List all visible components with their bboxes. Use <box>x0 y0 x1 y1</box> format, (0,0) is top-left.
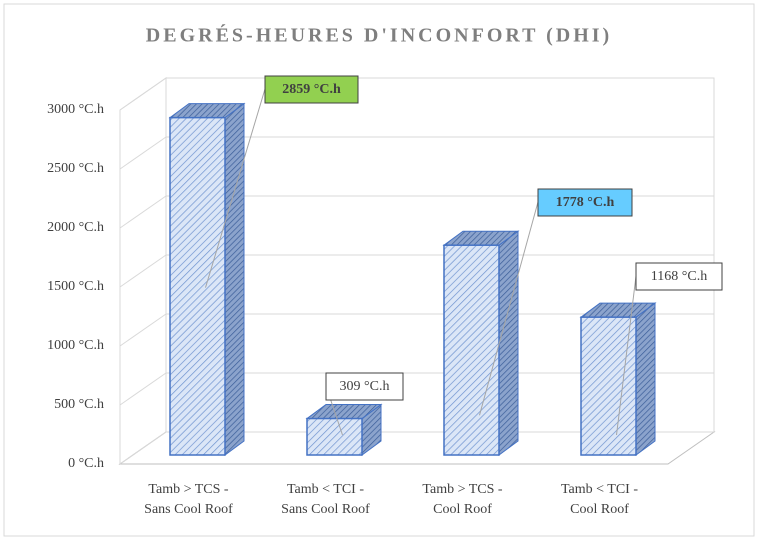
grid-line <box>119 372 167 406</box>
y-tick-label: 3000 °C.h <box>47 102 104 117</box>
value-label-box <box>537 188 633 217</box>
x-tick-label: Sans Cool Roof <box>281 502 370 517</box>
y-tick-label: 2500 °C.h <box>47 161 104 176</box>
grid-line <box>119 431 167 465</box>
bar <box>306 417 363 456</box>
y-tick-label: 1500 °C.h <box>47 279 104 294</box>
value-label: 1168 °C.h <box>651 269 707 284</box>
leader-line <box>616 275 637 436</box>
bar <box>169 116 226 456</box>
x-tick-label: Tamb < TCI - <box>287 482 364 497</box>
x-tick-label: Cool Roof <box>570 502 629 517</box>
grid-line <box>119 254 167 288</box>
x-tick-label: Cool Roof <box>433 502 492 517</box>
grid-line <box>119 313 167 347</box>
value-label-box <box>264 75 359 104</box>
value-label: 2859 °C.h <box>282 82 341 97</box>
x-tick-label: Tamb > TCS - <box>422 482 502 497</box>
grid-line <box>119 136 167 170</box>
y-tick-label: 500 °C.h <box>54 397 104 412</box>
chart-title: DEGRÉS-HEURES D'INCONFORT (DHI) <box>146 24 612 47</box>
bar-side <box>635 302 656 456</box>
leader-line <box>479 201 539 416</box>
grid-line <box>119 195 167 229</box>
x-tick-label: Sans Cool Roof <box>144 502 233 517</box>
bar-side <box>498 230 519 456</box>
bar <box>580 316 637 456</box>
bar-side <box>224 102 245 456</box>
x-tick-label: Tamb > TCS - <box>148 482 228 497</box>
leader-line <box>205 88 266 288</box>
y-tick-label: 2000 °C.h <box>47 220 104 235</box>
bar <box>443 244 500 456</box>
grid-line <box>119 77 167 111</box>
value-label-box <box>325 372 404 401</box>
y-tick-label: 0 °C.h <box>68 456 104 471</box>
y-tick-label: 1000 °C.h <box>47 338 104 353</box>
value-label: 309 °C.h <box>340 379 390 394</box>
value-label-box <box>635 262 723 291</box>
x-tick-label: Tamb < TCI - <box>561 482 638 497</box>
value-label: 1778 °C.h <box>556 195 615 210</box>
